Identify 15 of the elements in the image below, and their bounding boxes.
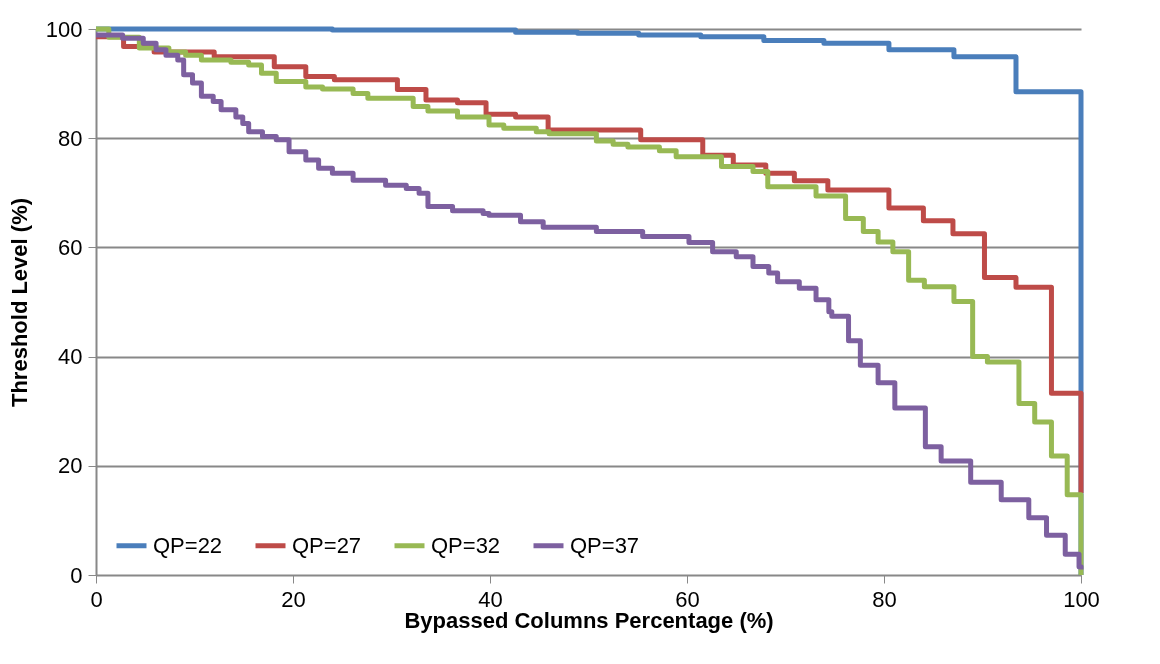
y-axis-title: Threshold Level (%) [6,197,32,408]
y-tick-label: 20 [58,453,83,479]
legend-label: QP=27 [292,532,362,558]
legend-label: QP=22 [153,532,223,558]
x-tick-label: 0 [90,586,103,612]
x-tick-label: 80 [872,586,897,612]
x-tick-label: 100 [1063,586,1100,612]
y-tick-label: 40 [58,344,83,370]
y-tick-label: 0 [70,562,83,588]
legend-label: QP=32 [431,532,501,558]
legend-label: QP=37 [570,532,640,558]
y-tick-label: 100 [45,16,83,42]
x-tick-label: 20 [281,586,306,612]
y-tick-label: 80 [58,125,83,151]
y-tick-label: 60 [58,234,83,260]
